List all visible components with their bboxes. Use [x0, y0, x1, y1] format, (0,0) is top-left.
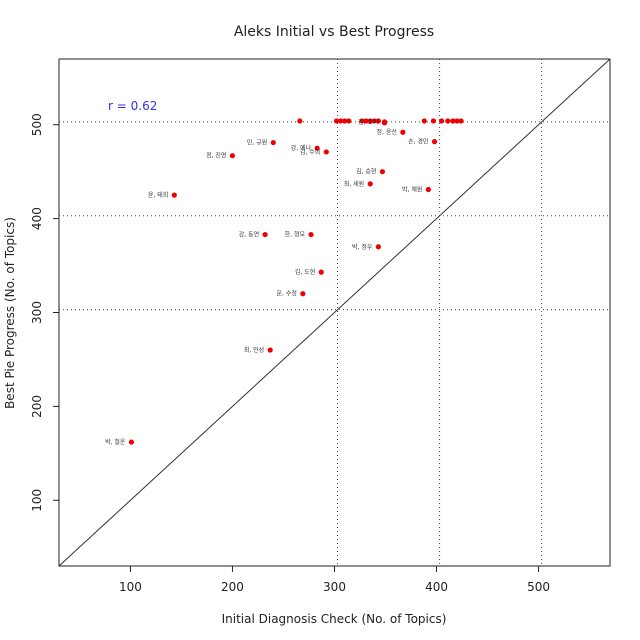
y-axis-label: Best Pie Progress (No. of Topics) [3, 217, 17, 409]
point-label: 박, 채원 [402, 186, 422, 194]
data-point [338, 118, 344, 124]
data-point [421, 118, 427, 124]
y-tick-label: 100 [30, 489, 44, 512]
point-label: 민, 규원 [247, 139, 267, 147]
x-tick-label: 400 [425, 580, 448, 594]
data-point [300, 291, 306, 297]
y-tick-label: 500 [30, 113, 44, 136]
data-point [297, 118, 303, 124]
data-point [371, 118, 377, 124]
y-tick-label: 300 [30, 301, 44, 324]
x-tick-label: 100 [119, 580, 142, 594]
x-axis-label: Initial Diagnosis Check (No. of Topics) [222, 612, 447, 626]
data-point [454, 118, 460, 124]
data-point [308, 231, 314, 238]
data-point [171, 192, 177, 198]
data-point [323, 149, 329, 155]
reference-lines [59, 59, 610, 566]
data-point [342, 118, 348, 124]
y-axis: 100 200 300 400 500 [30, 113, 59, 512]
point-label: 박, 정우 [352, 243, 373, 251]
data-point [229, 153, 236, 159]
data-point [381, 120, 388, 126]
point-label: 김, 수희 [300, 148, 320, 156]
data-point [450, 118, 456, 124]
correlation-annotation: r = 0.62 [108, 99, 157, 113]
data-point [458, 118, 464, 124]
data-point [375, 118, 381, 124]
point-label: 전, 호비 [358, 118, 378, 126]
point-label: 최, 민성 [244, 346, 264, 354]
point-label: 김, 승현 [356, 168, 376, 176]
data-point [267, 347, 273, 353]
point-label: 한, 형모 [285, 231, 306, 239]
y-tick-label: 400 [30, 207, 44, 230]
point-label: 김, 도현 [295, 268, 315, 276]
data-point [379, 169, 386, 175]
data-point [270, 139, 276, 146]
data-point [367, 181, 373, 187]
point-label: 강, 동연 [239, 231, 259, 239]
data-point [318, 269, 324, 275]
point-label: 손, 경민 [408, 138, 428, 146]
x-tick-label: 300 [323, 580, 346, 594]
data-point [262, 231, 268, 238]
x-tick-label: 200 [221, 580, 244, 594]
data-points [128, 118, 464, 445]
point-label: 박, 철운 [105, 438, 126, 446]
data-point [445, 118, 451, 124]
x-axis: 100 200 300 400 500 [119, 566, 550, 594]
data-point [431, 139, 438, 145]
data-point [430, 118, 437, 124]
data-point [363, 118, 369, 124]
data-point [367, 118, 373, 124]
x-tick-label: 500 [527, 580, 550, 594]
point-label: 강, 예나 [291, 144, 312, 152]
data-point [439, 118, 445, 124]
data-point [400, 129, 406, 135]
point-label: 윤, 태희 [148, 191, 168, 199]
point-label: 정, 윤선 [376, 128, 396, 136]
point-label: 정, 진명 [206, 152, 226, 160]
chart-title: Aleks Initial vs Best Progress [234, 24, 434, 40]
data-point [359, 118, 365, 124]
point-label: 최, 세원 [344, 180, 364, 188]
point-label: 문, 수정 [276, 291, 296, 298]
identity-line [58, 58, 611, 567]
data-point [375, 244, 381, 250]
data-point [128, 439, 135, 445]
data-point [425, 186, 431, 193]
data-point [333, 118, 340, 124]
y-tick-label: 200 [30, 395, 44, 418]
data-point [314, 145, 320, 151]
point-labels: 박, 철운 윤, 태희 정, 진명최, 민성 민, 규원강, 동연문, 수정 한, 형모… [105, 118, 428, 446]
data-point [346, 118, 352, 124]
